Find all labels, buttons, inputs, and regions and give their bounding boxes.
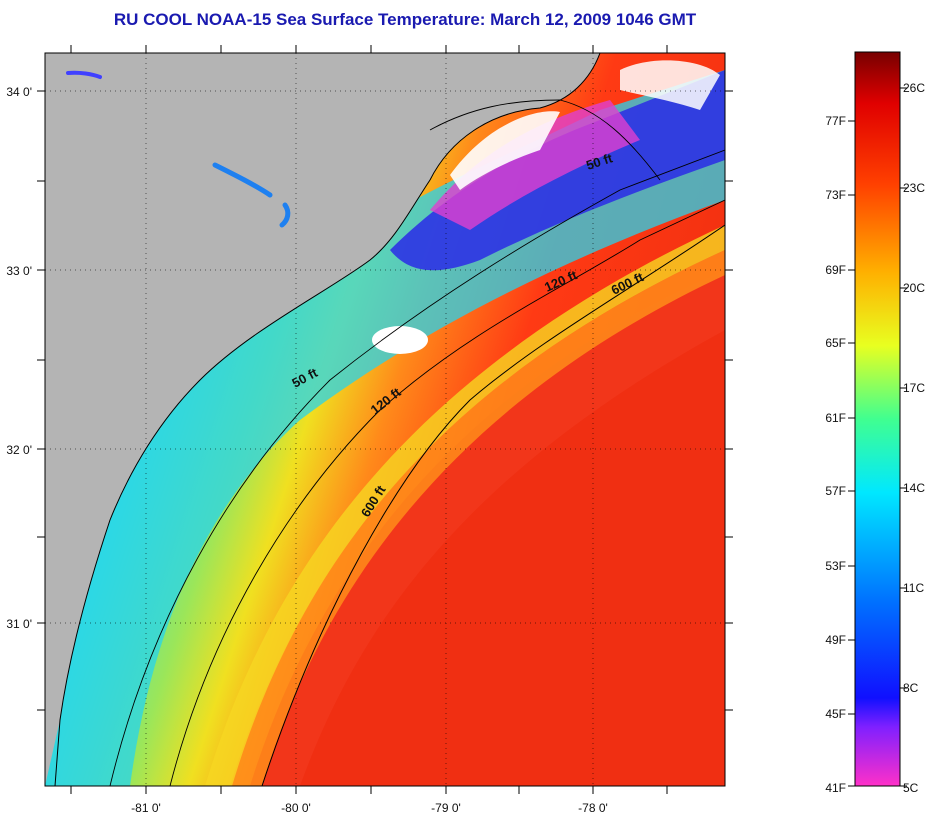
colorbar-label-45f: 45F <box>825 707 846 721</box>
lon-label-81: -81 0' <box>131 801 161 815</box>
colorbar-label-14c: 14C <box>903 481 925 495</box>
map-title: RU COOL NOAA-15 Sea Surface Temperature:… <box>113 10 697 29</box>
colorbar-label-23c: 23C <box>903 181 925 195</box>
colorbar-label-11c: 11C <box>903 581 924 595</box>
lon-label-78: -78 0' <box>578 801 608 815</box>
lat-label-31: 31 0' <box>6 617 32 631</box>
colorbar-label-26c: 26C <box>903 81 925 95</box>
colorbar-label-69f: 69F <box>825 263 846 277</box>
colorbar-label-53f: 53F <box>825 559 846 573</box>
colorbar-label-73f: 73F <box>825 188 846 202</box>
lat-label-32: 32 0' <box>6 443 32 457</box>
colorbar-label-65f: 65F <box>825 336 846 350</box>
colorbar-label-77f: 77F <box>825 114 846 128</box>
isobath-600 <box>261 224 725 786</box>
cloud-patch <box>372 326 428 354</box>
colorbar-ticks <box>848 87 907 787</box>
isobath-120 <box>169 199 725 786</box>
lat-label-33: 33 0' <box>6 264 32 278</box>
lon-label-80: -80 0' <box>281 801 311 815</box>
colorbar <box>854 51 901 787</box>
lat-ticks <box>37 90 733 711</box>
colorbar-label-61f: 61F <box>825 411 846 425</box>
colorbar-label-8c: 8C <box>903 681 919 695</box>
colorbar-label-17c: 17C <box>903 381 925 395</box>
colorbar-label-5c: 5C <box>903 781 919 795</box>
lat-label-34: 34 0' <box>6 85 32 99</box>
colorbar-label-41f: 41F <box>825 781 846 795</box>
colorbar-label-49f: 49F <box>825 633 846 647</box>
land-mass <box>45 53 600 786</box>
lon-label-79: -79 0' <box>431 801 461 815</box>
colorbar-label-57f: 57F <box>825 484 846 498</box>
coastline <box>54 53 601 786</box>
graticule <box>45 53 725 786</box>
map-area <box>45 53 725 786</box>
lon-ticks <box>70 45 668 794</box>
isobath-50 <box>109 149 725 786</box>
map-frame <box>44 52 726 787</box>
colorbar-label-20c: 20C <box>903 281 925 295</box>
